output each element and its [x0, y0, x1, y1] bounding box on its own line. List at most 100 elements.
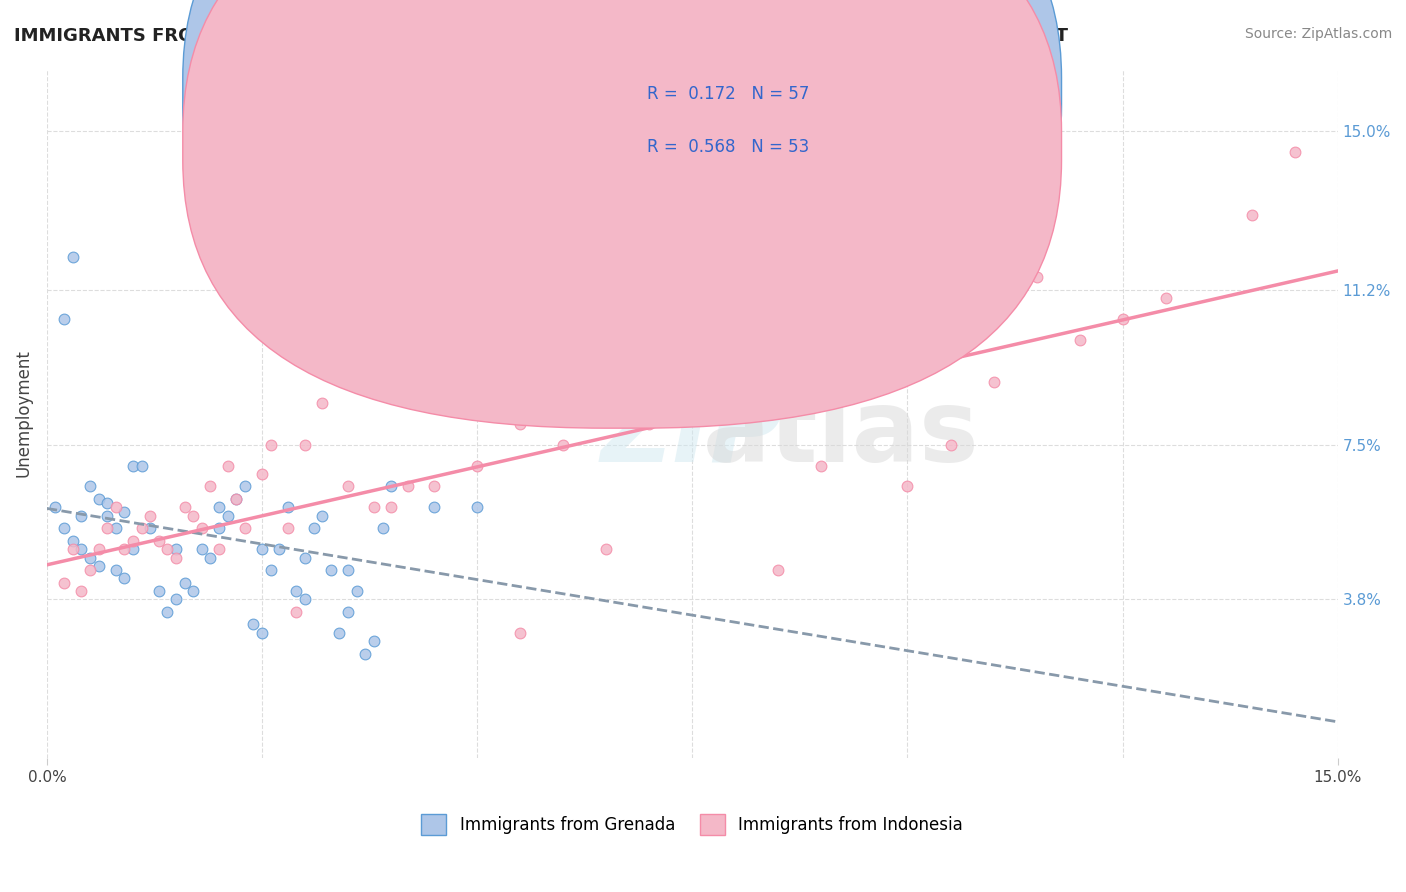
Legend: Immigrants from Grenada, Immigrants from Indonesia: Immigrants from Grenada, Immigrants from…: [415, 808, 970, 841]
Point: [380, 500, 402, 515]
Point: [1111, 312, 1133, 326]
Point: [79, 479, 101, 493]
Point: [225, 491, 247, 506]
Point: [294, 592, 316, 607]
Point: [191, 542, 214, 557]
Point: [79, 550, 101, 565]
Point: [250, 625, 273, 640]
Point: [465, 458, 488, 473]
Point: [181, 508, 204, 523]
Point: [156, 542, 179, 557]
Point: [112, 571, 135, 585]
Point: [285, 583, 308, 598]
Point: [79, 563, 101, 577]
Point: [983, 375, 1005, 389]
Point: [112, 504, 135, 518]
Point: [208, 521, 231, 535]
Point: [87, 491, 110, 506]
Point: [311, 396, 333, 410]
Point: [423, 479, 446, 493]
Point: [294, 437, 316, 451]
Point: [173, 500, 195, 515]
Point: [337, 563, 360, 577]
Point: [328, 625, 350, 640]
Point: [277, 500, 299, 515]
Point: [939, 437, 962, 451]
Point: [165, 592, 187, 607]
Point: [896, 479, 918, 493]
Point: [139, 508, 162, 523]
Point: [217, 508, 239, 523]
Point: [165, 550, 187, 565]
Point: [233, 521, 256, 535]
Point: [87, 558, 110, 573]
Point: [337, 605, 360, 619]
Text: R =  0.568   N = 53: R = 0.568 N = 53: [647, 138, 808, 156]
Point: [165, 542, 187, 557]
Point: [44, 500, 66, 515]
Point: [62, 533, 84, 548]
Point: [810, 458, 832, 473]
Y-axis label: Unemployment: Unemployment: [15, 350, 32, 477]
Point: [156, 605, 179, 619]
Point: [191, 521, 214, 535]
Text: atlas: atlas: [703, 385, 979, 483]
Point: [595, 542, 617, 557]
Point: [70, 508, 93, 523]
Point: [242, 617, 264, 632]
Point: [131, 521, 153, 535]
Point: [337, 479, 360, 493]
Point: [53, 521, 76, 535]
Point: [638, 417, 661, 431]
Point: [1240, 208, 1263, 222]
Point: [62, 250, 84, 264]
Point: [200, 550, 222, 565]
Text: IMMIGRANTS FROM GRENADA VS IMMIGRANTS FROM INDONESIA UNEMPLOYMENT CORRELATION CH: IMMIGRANTS FROM GRENADA VS IMMIGRANTS FR…: [14, 27, 1069, 45]
Point: [724, 396, 747, 410]
Point: [285, 605, 308, 619]
Point: [122, 542, 145, 557]
Point: [1284, 145, 1306, 160]
Point: [208, 542, 231, 557]
Point: [70, 583, 93, 598]
Point: [311, 508, 333, 523]
Point: [346, 583, 368, 598]
Point: [53, 575, 76, 590]
Point: [259, 563, 281, 577]
Point: [509, 625, 531, 640]
Point: [465, 500, 488, 515]
Point: [1154, 292, 1177, 306]
Point: [294, 550, 316, 565]
Point: [302, 521, 325, 535]
Point: [553, 437, 575, 451]
Point: [354, 647, 377, 661]
Point: [233, 479, 256, 493]
Point: [104, 500, 127, 515]
Point: [87, 542, 110, 557]
Point: [396, 479, 419, 493]
Point: [96, 508, 118, 523]
Point: [104, 521, 127, 535]
Point: [112, 542, 135, 557]
Point: [225, 491, 247, 506]
Point: [250, 542, 273, 557]
Point: [62, 542, 84, 557]
Point: [122, 458, 145, 473]
Point: [208, 500, 231, 515]
Point: [96, 496, 118, 510]
Point: [509, 417, 531, 431]
Point: [181, 583, 204, 598]
Point: [423, 500, 446, 515]
Point: [363, 634, 385, 648]
Point: [380, 479, 402, 493]
Point: [96, 521, 118, 535]
Point: [104, 563, 127, 577]
Point: [1025, 270, 1047, 285]
Point: [319, 563, 342, 577]
Point: [148, 533, 170, 548]
Point: [380, 354, 402, 368]
Point: [1069, 333, 1091, 347]
Point: [173, 575, 195, 590]
Point: [277, 521, 299, 535]
Point: [259, 437, 281, 451]
